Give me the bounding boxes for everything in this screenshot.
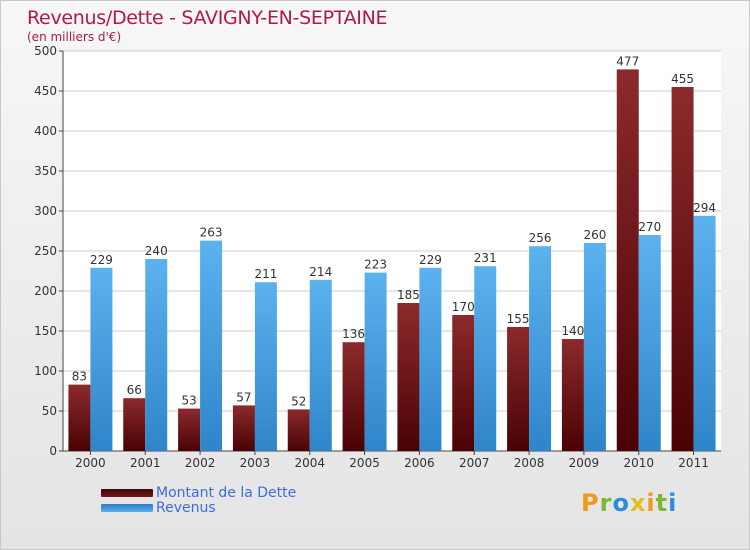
x-tick-label: 2001 (130, 456, 161, 470)
bar-dette (397, 303, 420, 451)
bar-dette (561, 339, 584, 451)
logo-letter: t (655, 489, 669, 517)
bar-revenus (419, 267, 442, 451)
logo-letter: o (612, 489, 630, 517)
bar-dette (123, 398, 146, 451)
y-tick-label: 450 (34, 84, 57, 98)
x-tick-label: 2005 (349, 456, 380, 470)
y-tick-label: 150 (34, 324, 57, 338)
bar-dette (178, 408, 201, 451)
proxiti-logo: Proxiti (581, 489, 677, 517)
data-label-dette: 155 (507, 312, 530, 326)
logo-letter: i (646, 489, 656, 517)
x-tick-label: 2000 (75, 456, 106, 470)
data-label-dette: 455 (671, 72, 694, 86)
bar-dette (68, 384, 91, 451)
data-label-revenus: 294 (693, 201, 716, 215)
bar-revenus (90, 267, 113, 451)
x-tick-label: 2004 (294, 456, 325, 470)
bar-revenus (529, 246, 552, 451)
y-tick-label: 0 (49, 444, 57, 458)
data-label-revenus: 256 (529, 231, 552, 245)
bar-dette (616, 69, 639, 452)
data-label-dette: 53 (181, 394, 196, 408)
data-label-revenus: 229 (90, 253, 113, 267)
data-label-dette: 477 (616, 54, 639, 68)
data-label-dette: 83 (72, 370, 87, 384)
data-label-revenus: 229 (419, 253, 442, 267)
x-tick-label: 2010 (623, 456, 654, 470)
x-tick-label: 2008 (514, 456, 545, 470)
legend-label-dette: Montant de la Dette (156, 485, 297, 501)
x-tick-label: 2003 (240, 456, 271, 470)
x-tick-label: 2009 (569, 456, 600, 470)
y-tick-label: 200 (34, 284, 57, 298)
data-label-dette: 52 (291, 394, 306, 408)
legend-swatch-dette (101, 489, 153, 497)
x-tick-label: 2006 (404, 456, 435, 470)
logo-letter: P (581, 489, 600, 517)
y-tick-label: 50 (42, 404, 57, 418)
data-label-revenus: 211 (254, 267, 277, 281)
data-label-dette: 170 (452, 300, 475, 314)
y-tick-label: 300 (34, 204, 57, 218)
bar-revenus (474, 266, 497, 451)
bar-dette (287, 409, 310, 451)
data-label-revenus: 240 (145, 244, 168, 258)
data-label-dette: 136 (342, 327, 365, 341)
data-label-dette: 140 (561, 324, 584, 338)
logo-letter: x (629, 489, 647, 517)
data-label-dette: 185 (397, 288, 420, 302)
legend-swatch-revenus (101, 504, 153, 512)
bar-dette (232, 405, 255, 451)
bar-revenus (145, 259, 168, 451)
legend-label-revenus: Revenus (156, 500, 216, 516)
bar-revenus (693, 215, 716, 451)
bar-dette (671, 87, 694, 451)
bar-revenus (638, 235, 661, 451)
x-tick-label: 2011 (678, 456, 709, 470)
y-tick-label: 350 (34, 164, 57, 178)
chart-title: Revenus/Dette - SAVIGNY-EN-SEPTAINE (27, 7, 388, 29)
data-label-revenus: 260 (583, 228, 606, 242)
x-tick-label: 2007 (459, 456, 490, 470)
chart-subtitle: (en milliers d'€) (27, 30, 122, 44)
bar-revenus (583, 243, 606, 451)
bar-revenus (309, 279, 332, 451)
data-label-revenus: 270 (638, 220, 661, 234)
data-label-revenus: 263 (200, 226, 223, 240)
bar-dette (507, 327, 530, 451)
y-tick-label: 500 (34, 44, 57, 58)
data-label-revenus: 223 (364, 258, 387, 272)
data-label-revenus: 231 (474, 251, 497, 265)
y-tick-label: 400 (34, 124, 57, 138)
logo-letter: i (668, 489, 678, 517)
data-label-dette: 57 (236, 390, 251, 404)
data-label-revenus: 214 (309, 265, 332, 279)
y-tick-label: 250 (34, 244, 57, 258)
bar-revenus (254, 282, 277, 451)
bar-dette (342, 342, 365, 451)
logo-letter: r (599, 489, 613, 517)
data-label-dette: 66 (127, 383, 142, 397)
x-tick-label: 2002 (185, 456, 216, 470)
bar-dette (452, 315, 475, 451)
bar-revenus (200, 240, 223, 451)
y-tick-label: 100 (34, 364, 57, 378)
bar-revenus (364, 272, 387, 451)
